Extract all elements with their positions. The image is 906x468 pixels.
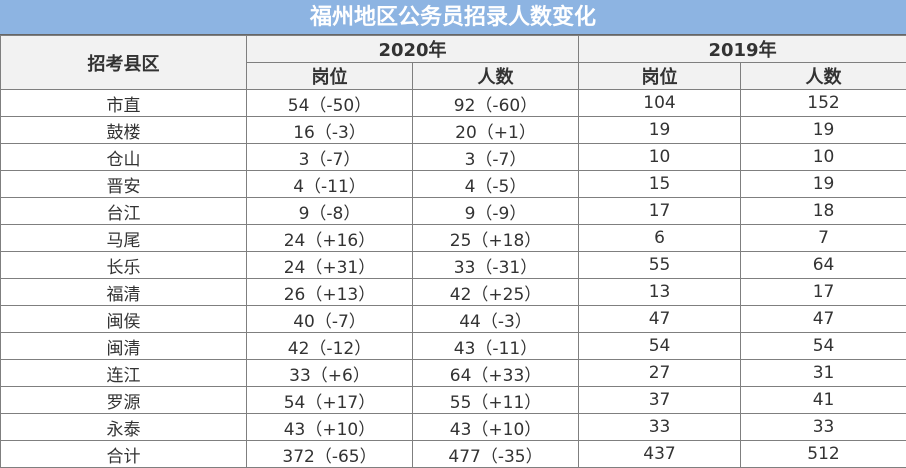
cell-district: 合计 <box>0 440 247 468</box>
cell-n2019: 54 <box>740 332 906 360</box>
cell-district: 连江 <box>0 359 247 387</box>
cell-p2019: 47 <box>578 305 742 333</box>
cell-n2020: 3（-7） <box>411 143 580 171</box>
header-2020: 2020年 <box>245 35 580 63</box>
header-2020-people: 人数 <box>411 62 580 90</box>
table-row: 合计 372（-65） 477（-35） 437 512 <box>0 440 906 468</box>
cell-district: 仓山 <box>0 143 247 171</box>
cell-n2019: 10 <box>740 143 906 171</box>
header-district: 招考县区 <box>0 35 247 90</box>
recruitment-table: 招考县区 2020年 2019年 岗位 人数 岗位 人数 市直 54（-50） 92… <box>0 35 906 468</box>
cell-p2019: 33 <box>578 413 742 441</box>
cell-p2020: 43（+10） <box>246 413 413 441</box>
cell-p2020: 54（+17） <box>246 386 413 414</box>
cell-n2020: 64（+33） <box>411 359 580 387</box>
cell-n2019: 512 <box>740 440 906 468</box>
cell-n2019: 17 <box>740 278 906 306</box>
cell-district: 闽清 <box>0 332 247 360</box>
cell-district: 闽侯 <box>0 305 247 333</box>
cell-n2020: 92（-60） <box>411 89 580 117</box>
table-row: 市直 54（-50） 92（-60） 104 152 <box>0 89 906 117</box>
cell-district: 台江 <box>0 197 247 225</box>
cell-n2020: 43（-11） <box>411 332 580 360</box>
cell-n2020: 477（-35） <box>411 440 580 468</box>
cell-p2020: 3（-7） <box>246 143 413 171</box>
header-2019-people: 人数 <box>740 62 906 90</box>
table-row: 闽清 42（-12） 43（-11） 54 54 <box>0 332 906 360</box>
cell-district: 福清 <box>0 278 247 306</box>
cell-district: 长乐 <box>0 251 247 279</box>
cell-n2019: 64 <box>740 251 906 279</box>
table-row: 罗源 54（+17） 55（+11） 37 41 <box>0 386 906 414</box>
cell-p2020: 33（+6） <box>246 359 413 387</box>
cell-n2019: 19 <box>740 170 906 198</box>
header-2019: 2019年 <box>578 35 906 63</box>
table-row: 福清 26（+13） 42（+25） 13 17 <box>0 278 906 306</box>
cell-p2019: 104 <box>578 89 742 117</box>
cell-p2019: 54 <box>578 332 742 360</box>
cell-n2020: 55（+11） <box>411 386 580 414</box>
table-row: 永泰 43（+10） 43（+10） 33 33 <box>0 413 906 441</box>
table-row: 台江 9（-8） 9（-9） 17 18 <box>0 197 906 225</box>
table-row: 闽侯 40（-7） 44（-3） 47 47 <box>0 305 906 333</box>
table-row: 长乐 24（+31） 33（-31） 55 64 <box>0 251 906 279</box>
cell-n2020: 33（-31） <box>411 251 580 279</box>
cell-n2020: 25（+18） <box>411 224 580 252</box>
cell-p2019: 27 <box>578 359 742 387</box>
cell-district: 马尾 <box>0 224 247 252</box>
cell-p2020: 26（+13） <box>246 278 413 306</box>
cell-district: 永泰 <box>0 413 247 441</box>
cell-p2020: 9（-8） <box>246 197 413 225</box>
cell-n2020: 42（+25） <box>411 278 580 306</box>
cell-p2020: 4（-11） <box>246 170 413 198</box>
cell-p2020: 24（+31） <box>246 251 413 279</box>
cell-p2019: 15 <box>578 170 742 198</box>
cell-n2020: 43（+10） <box>411 413 580 441</box>
cell-n2019: 19 <box>740 116 906 144</box>
table-row: 连江 33（+6） 64（+33） 27 31 <box>0 359 906 387</box>
cell-p2019: 19 <box>578 116 742 144</box>
cell-p2020: 372（-65） <box>246 440 413 468</box>
cell-p2019: 10 <box>578 143 742 171</box>
table-title: 福州地区公务员招录人数变化 <box>0 0 906 35</box>
cell-n2020: 44（-3） <box>411 305 580 333</box>
cell-n2020: 4（-5） <box>411 170 580 198</box>
cell-p2020: 40（-7） <box>246 305 413 333</box>
cell-n2019: 41 <box>740 386 906 414</box>
cell-p2019: 37 <box>578 386 742 414</box>
table-row: 晋安 4（-11） 4（-5） 15 19 <box>0 170 906 198</box>
cell-p2020: 54（-50） <box>246 89 413 117</box>
cell-n2019: 152 <box>740 89 906 117</box>
cell-district: 罗源 <box>0 386 247 414</box>
cell-p2019: 55 <box>578 251 742 279</box>
header-2020-positions: 岗位 <box>246 62 413 90</box>
cell-n2019: 31 <box>740 359 906 387</box>
cell-n2019: 33 <box>740 413 906 441</box>
table-row: 马尾 24（+16） 25（+18） 6 7 <box>0 224 906 252</box>
cell-district: 晋安 <box>0 170 247 198</box>
cell-n2019: 18 <box>740 197 906 225</box>
cell-p2020: 24（+16） <box>246 224 413 252</box>
cell-n2019: 47 <box>740 305 906 333</box>
cell-p2019: 437 <box>578 440 742 468</box>
cell-p2019: 6 <box>578 224 742 252</box>
cell-district: 市直 <box>0 89 247 117</box>
cell-n2020: 9（-9） <box>411 197 580 225</box>
cell-p2020: 42（-12） <box>246 332 413 360</box>
cell-p2019: 17 <box>578 197 742 225</box>
table-row: 仓山 3（-7） 3（-7） 10 10 <box>0 143 906 171</box>
header-2019-positions: 岗位 <box>578 62 742 90</box>
cell-p2019: 13 <box>578 278 742 306</box>
cell-n2019: 7 <box>740 224 906 252</box>
cell-district: 鼓楼 <box>0 116 247 144</box>
cell-p2020: 16（-3） <box>246 116 413 144</box>
cell-n2020: 20（+1） <box>411 116 580 144</box>
table-row: 鼓楼 16（-3） 20（+1） 19 19 <box>0 116 906 144</box>
